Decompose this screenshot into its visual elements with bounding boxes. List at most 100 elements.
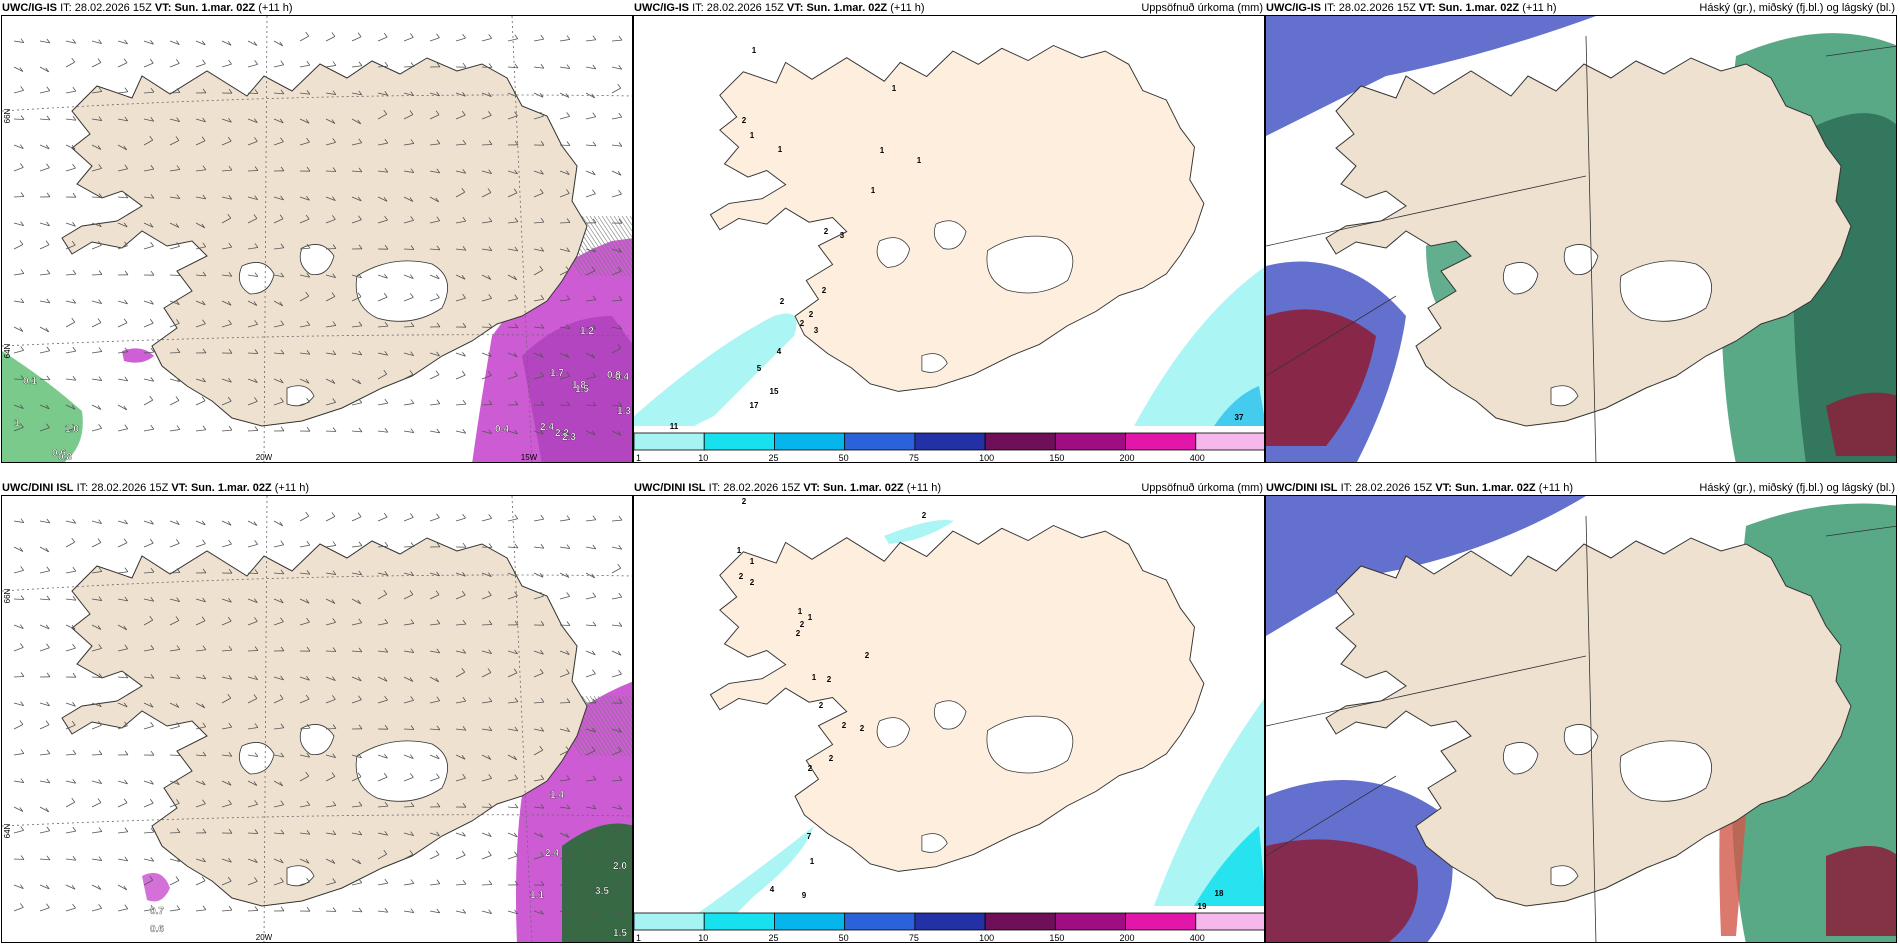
wind-barb	[611, 248, 622, 253]
wind-barb	[481, 595, 492, 600]
wind-barb-feather	[202, 799, 206, 804]
wind-barb	[117, 802, 128, 808]
wind-barb	[429, 777, 440, 782]
wind-barb-feather	[20, 269, 25, 274]
wind-barb	[585, 39, 596, 42]
wind-barb-feather	[435, 274, 440, 280]
wind-barb-feather	[514, 63, 519, 69]
vt-label: VT:	[154, 2, 172, 14]
precip-amount-label: 7	[807, 832, 812, 841]
wind-barb	[559, 326, 570, 329]
wind-barb	[299, 698, 310, 704]
wind-barb	[559, 806, 570, 809]
wind-barb	[39, 40, 50, 44]
wind-barb-feather	[592, 64, 597, 70]
wind-barb	[195, 702, 205, 709]
wind-barb-feather	[46, 595, 51, 601]
wind-barb	[143, 351, 154, 354]
vt-label: VT:	[786, 2, 804, 14]
colorbar-swatch	[914, 432, 986, 451]
wind-barb	[13, 753, 24, 756]
wind-barb-feather	[383, 849, 388, 855]
wind-barb	[169, 780, 180, 785]
wind-barb-feather	[72, 269, 77, 275]
wind-barb	[169, 352, 181, 354]
wind-barb	[429, 430, 440, 434]
wind-barb	[403, 374, 414, 380]
wind-barb	[117, 908, 128, 912]
wind-barb	[403, 854, 414, 860]
wind-barb	[169, 649, 180, 652]
precip-amount-label: 1	[810, 857, 815, 866]
precip-amount-label: 1	[808, 613, 813, 622]
wind-barb	[429, 754, 440, 760]
wind-barb	[39, 907, 50, 912]
wind-barb	[117, 351, 128, 354]
wind-barb-feather	[409, 197, 414, 202]
wind-barb-feather	[150, 241, 154, 247]
wind-barb-feather	[462, 33, 466, 39]
wind-barb	[325, 36, 336, 42]
coastline	[709, 44, 1205, 392]
wind-barb-feather	[513, 352, 518, 358]
colorbar-tick-label: 75	[909, 933, 919, 943]
wind-barb	[377, 622, 388, 626]
wind-barb-feather	[306, 89, 311, 95]
wind-barb-feather	[436, 428, 441, 434]
wind-barb-feather	[98, 222, 102, 227]
wind-barb-feather	[46, 672, 51, 678]
wind-barb-feather	[332, 830, 337, 835]
wind-barb-feather	[175, 396, 180, 401]
wind-barb-feather	[253, 301, 258, 306]
wind-barb-feather	[514, 246, 519, 252]
wind-barb-feather	[150, 857, 155, 862]
wind-barb-feather	[45, 884, 50, 890]
wind-barb-feather	[540, 803, 545, 809]
wind-barb-feather	[19, 720, 24, 725]
wind-barb-feather	[97, 145, 102, 150]
wind-barb	[65, 724, 76, 730]
colorbar-tick-label: 100	[979, 453, 994, 463]
wind-barb	[325, 296, 336, 302]
wind-barb	[559, 832, 570, 838]
wind-barb-feather	[461, 667, 466, 673]
wind-barb-feather	[436, 139, 441, 145]
wind-barb	[221, 63, 232, 68]
wind-barb	[247, 520, 258, 526]
wind-barb-feather	[617, 746, 622, 752]
wind-barb	[195, 118, 206, 123]
wind-barb-feather	[617, 266, 622, 272]
wind-barb	[559, 404, 571, 406]
wind-barb	[91, 274, 103, 276]
wind-barb-feather	[358, 878, 363, 883]
wind-barb	[13, 350, 24, 354]
wind-barb-feather	[124, 779, 128, 785]
wind-barb	[91, 802, 102, 808]
wind-barb-feather	[176, 88, 181, 93]
wind-barb-feather	[123, 702, 128, 708]
wind-barb-feather	[384, 321, 389, 327]
wind-barb-feather	[358, 695, 362, 700]
hatch-line	[613, 215, 632, 244]
wind-barb	[143, 702, 154, 708]
vt-value: Sun. 1.mar. 02Z	[1454, 482, 1536, 494]
wind-barb-feather	[150, 164, 155, 170]
wind-barb	[13, 780, 24, 783]
wind-barb-feather	[176, 319, 180, 324]
lead-time: (+11 h)	[258, 2, 293, 14]
glacier-outline	[1619, 260, 1713, 322]
wind-barb	[585, 779, 596, 782]
wind-barb	[585, 519, 596, 522]
wind-barb-feather	[384, 695, 388, 701]
wind-barb-feather	[540, 514, 545, 520]
wind-barb	[559, 519, 570, 522]
precip-amount-label: 1	[737, 546, 742, 555]
wind-barb-feather	[150, 377, 155, 382]
precip-rate-label: 1	[14, 418, 20, 429]
wind-barb-feather	[20, 884, 24, 889]
wind-barb	[429, 517, 440, 522]
wind-barb	[39, 724, 50, 730]
wind-barb	[455, 248, 466, 251]
precip-amount-label: 2	[865, 651, 870, 660]
